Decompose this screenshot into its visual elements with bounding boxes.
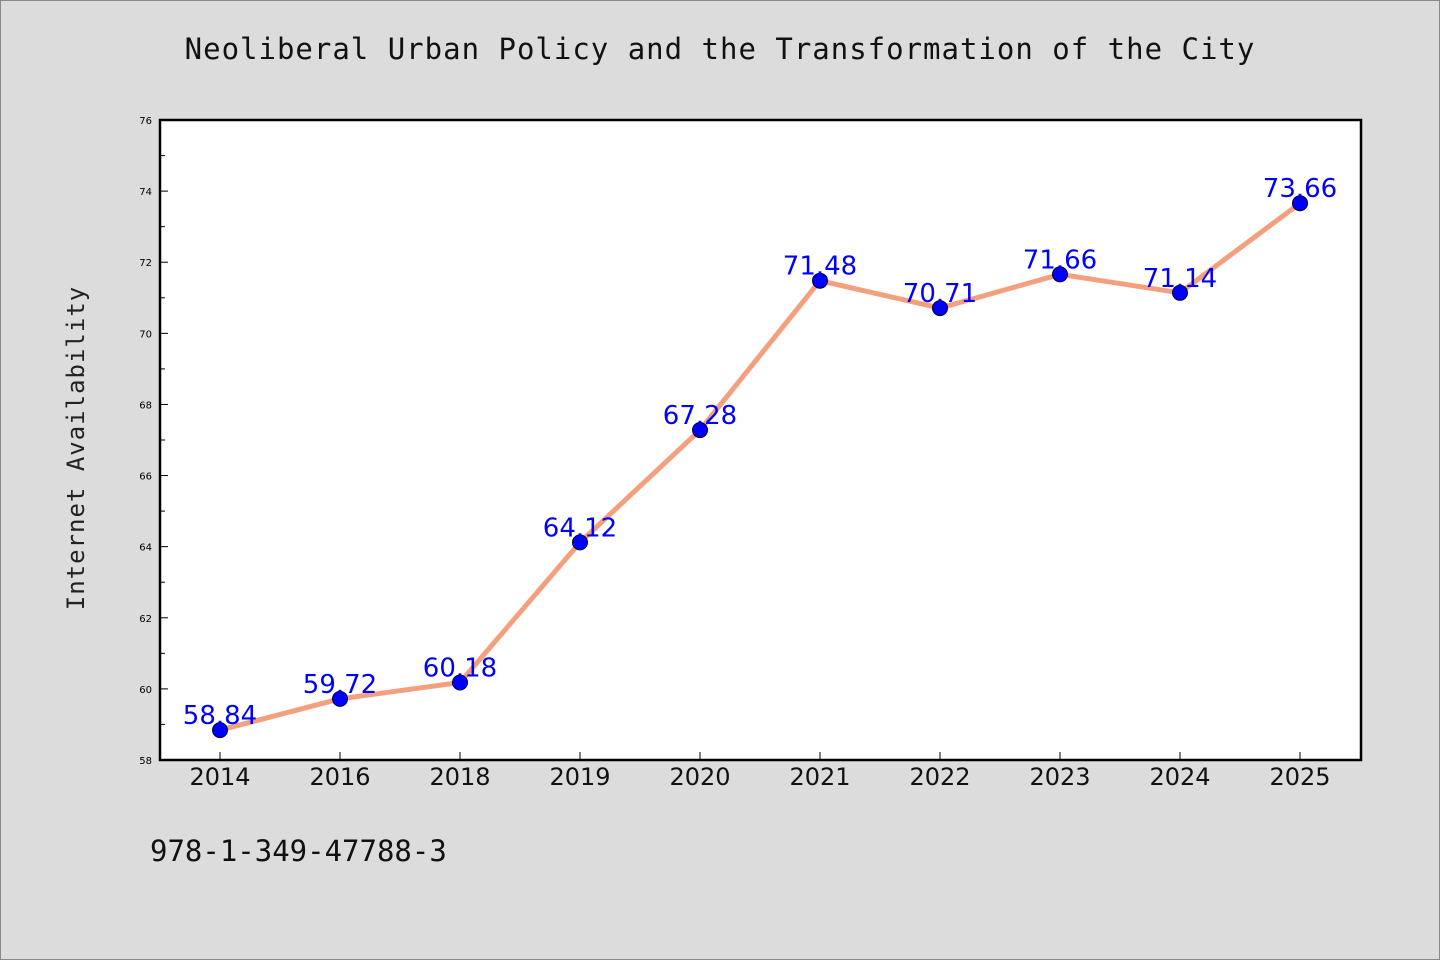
data-label: 70.71 (903, 279, 977, 309)
data-label: 71.14 (1143, 264, 1217, 294)
y-tick-label: 70 (139, 329, 152, 340)
series-layer (212, 195, 1308, 739)
isbn-text: 978-1-349-47788-3 (150, 834, 447, 868)
data-point (572, 534, 588, 551)
data-point (932, 300, 948, 317)
data-point (812, 272, 828, 289)
x-tick-label: 2014 (189, 763, 250, 791)
y-tick-label: 76 (139, 116, 152, 127)
data-point (212, 722, 228, 739)
data-labels: 58.84 59.72 60.18 64.12 67.28 71.48 70.71 71.66… (183, 174, 1337, 731)
y-tick-label: 62 (139, 614, 152, 625)
y-tick-label: 66 (139, 472, 152, 483)
x-tick-label: 2022 (909, 763, 970, 791)
plot-area (160, 120, 1361, 760)
x-tick-label: 2023 (1029, 763, 1090, 791)
x-axis: 2014 2016 2018 2019 2020 2021 2022 2023 2024 2025 (189, 752, 1331, 791)
data-point (692, 422, 708, 439)
data-point (1292, 195, 1308, 212)
y-tick-label: 58 (139, 756, 152, 767)
data-point (332, 690, 348, 707)
x-tick-label: 2018 (429, 763, 490, 791)
y-tick-label: 74 (139, 187, 152, 198)
data-label: 71.48 (783, 252, 857, 282)
x-tick-label: 2025 (1269, 763, 1330, 791)
data-label: 71.66 (1023, 245, 1097, 275)
data-label: 73.66 (1263, 174, 1337, 204)
data-label: 59.72 (303, 670, 377, 700)
series-line (217, 200, 1303, 733)
y-tick-label: 60 (139, 685, 152, 696)
plot-frame (158, 118, 1363, 762)
data-label: 60.18 (423, 653, 497, 683)
data-point (1052, 266, 1068, 283)
y-tick-label: 64 (139, 543, 152, 554)
x-tick-label: 2024 (1149, 763, 1210, 791)
chart-title: Neoliberal Urban Policy and the Transfor… (184, 32, 1256, 66)
x-tick-label: 2020 (669, 763, 730, 791)
x-tick-label: 2021 (789, 763, 850, 791)
data-label: 67.28 (663, 401, 737, 431)
data-label: 64.12 (543, 513, 617, 543)
data-point (452, 674, 468, 691)
x-tick-label: 2016 (309, 763, 370, 791)
x-tick-label: 2019 (549, 763, 610, 791)
y-tick-label: 68 (139, 400, 152, 411)
data-label: 58.84 (183, 701, 257, 731)
y-tick-label: 72 (139, 258, 152, 269)
data-point (1172, 284, 1188, 301)
